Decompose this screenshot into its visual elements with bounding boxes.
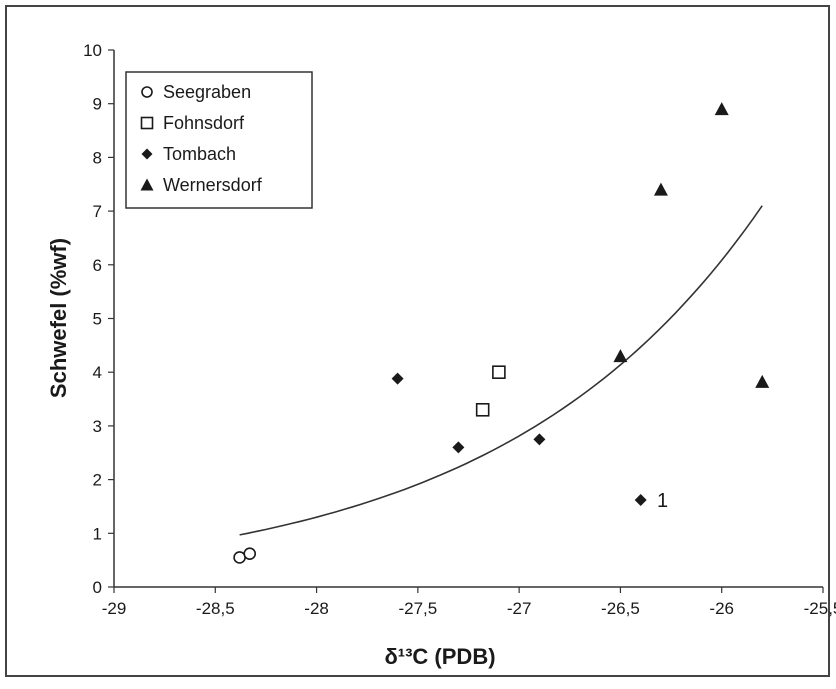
y-tick-label: 8 [93, 148, 102, 167]
x-axis-title: δ¹³C (PDB) [384, 644, 495, 669]
y-tick-label: 2 [93, 471, 102, 490]
legend-label-tombach: Tombach [163, 144, 236, 164]
x-tick-label: -27,5 [398, 599, 437, 618]
axis-labels: δ¹³C (PDB) Schwefel (%wf) [46, 238, 496, 669]
data-point-tombach [391, 372, 404, 385]
legend-marker-fohnsdorf [140, 116, 154, 130]
data-point-wernersdorf [613, 349, 628, 363]
trend-curve [239, 205, 763, 536]
y-tick-label: 6 [93, 256, 102, 275]
legend-marker-tombach [141, 148, 153, 160]
axes: 0 1 2 3 4 5 6 7 8 9 10 -29 -28,5 -28 -27,5 -27 -26,5 -26 -… [83, 41, 836, 618]
x-tick-label: -28 [304, 599, 329, 618]
legend-label-wernersdorf: Wernersdorf [163, 175, 263, 195]
data-point-wernersdorf [653, 182, 668, 196]
x-tick-label: -28,5 [196, 599, 235, 618]
x-tick-label: -29 [102, 599, 127, 618]
y-tick-label: 4 [93, 363, 102, 382]
data-point-tombach [634, 494, 647, 507]
y-tick-label: 7 [93, 202, 102, 221]
y-tick-label: 0 [93, 578, 102, 597]
data-point-tombach [533, 433, 546, 446]
y-tick-label: 10 [83, 41, 102, 60]
point-annotation: 1 [657, 490, 668, 512]
legend-marker-seegraben [141, 86, 153, 98]
y-tick-label: 5 [93, 310, 102, 329]
x-tick-label: -25,5 [804, 599, 836, 618]
y-axis-title: Schwefel (%wf) [46, 238, 71, 398]
legend: Seegraben Fohnsdorf Tombach Wernersdorf [125, 71, 313, 209]
legend-label-seegraben: Seegraben [163, 82, 251, 102]
y-tick-label: 1 [93, 524, 102, 543]
y-tick-label: 9 [93, 95, 102, 114]
legend-marker-wernersdorf [140, 178, 154, 191]
data-point-tombach [452, 441, 465, 454]
data-point-fohnsdorf [492, 365, 506, 380]
data-points: 1 [233, 102, 770, 564]
data-point-wernersdorf [714, 102, 729, 116]
x-tick-label: -27 [507, 599, 532, 618]
fit-curve-line [239, 205, 763, 536]
legend-label-fohnsdorf: Fohnsdorf [163, 113, 245, 133]
x-tick-label: -26,5 [601, 599, 640, 618]
data-point-fohnsdorf [475, 402, 490, 417]
y-tick-label: 3 [93, 417, 102, 436]
legend-box [125, 71, 313, 209]
x-tick-label: -26 [709, 599, 734, 618]
data-point-wernersdorf [755, 374, 770, 388]
data-point-seegraben [243, 547, 257, 561]
